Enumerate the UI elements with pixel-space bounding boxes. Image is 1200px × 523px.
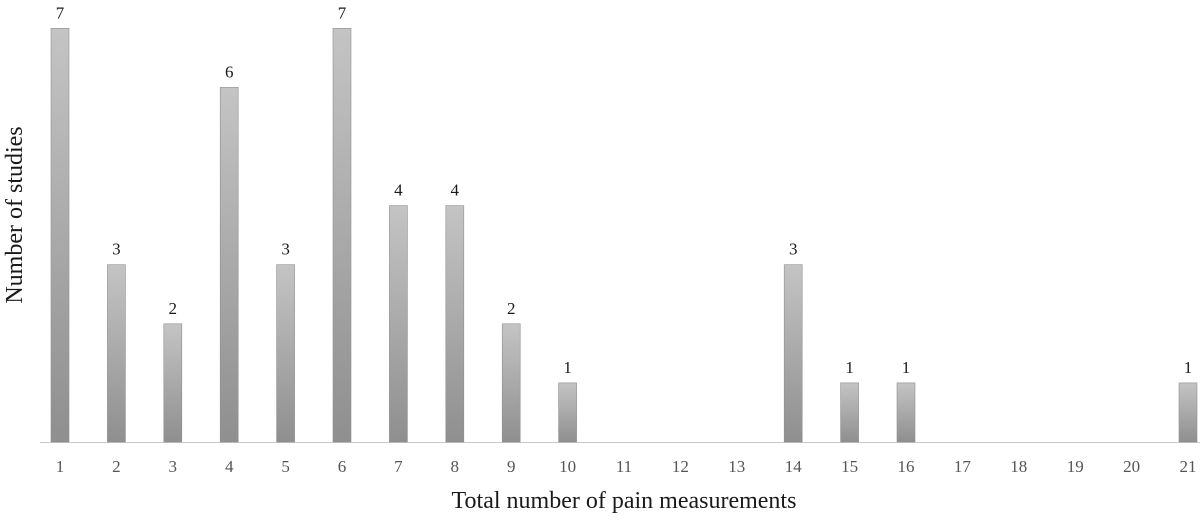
data-labels-layer: 7 3 2 6 3 7 4 4 2 1 3 1 1 1 bbox=[56, 3, 1193, 377]
x-tick-label-5: 5 bbox=[281, 457, 290, 476]
x-tick-label-17: 17 bbox=[954, 457, 972, 476]
x-tick-label-10: 10 bbox=[559, 457, 576, 476]
data-label-2: 3 bbox=[112, 240, 121, 259]
x-tick-label-8: 8 bbox=[451, 457, 460, 476]
x-tick-label-13: 13 bbox=[728, 457, 745, 476]
data-label-6: 7 bbox=[338, 3, 347, 22]
x-axis-title: Total number of pain measurements bbox=[452, 488, 797, 514]
bar-6 bbox=[332, 27, 352, 443]
data-label-14: 3 bbox=[789, 240, 798, 259]
bar-21 bbox=[1178, 382, 1198, 443]
bar-5 bbox=[276, 264, 295, 443]
bars-layer bbox=[50, 27, 1198, 443]
bar-7 bbox=[389, 205, 408, 443]
data-label-3: 2 bbox=[169, 299, 178, 318]
x-tick-label-2: 2 bbox=[112, 457, 121, 476]
data-label-8: 4 bbox=[451, 181, 460, 200]
data-label-15: 1 bbox=[845, 358, 854, 377]
bar-8 bbox=[445, 205, 465, 443]
bar-2 bbox=[107, 264, 126, 443]
bar-4 bbox=[219, 87, 239, 443]
x-tick-label-18: 18 bbox=[1010, 457, 1027, 476]
bar-10 bbox=[558, 382, 577, 443]
x-tick-label-12: 12 bbox=[672, 457, 689, 476]
data-label-4: 6 bbox=[225, 62, 234, 81]
bar-14 bbox=[783, 264, 803, 443]
x-tick-label-19: 19 bbox=[1067, 457, 1084, 476]
x-tick-label-20: 20 bbox=[1123, 457, 1140, 476]
x-tick-label-7: 7 bbox=[394, 457, 403, 476]
data-label-16: 1 bbox=[902, 358, 911, 377]
x-tick-label-9: 9 bbox=[507, 457, 516, 476]
x-tick-label-16: 16 bbox=[898, 457, 915, 476]
data-label-10: 1 bbox=[563, 358, 572, 377]
x-tick-label-14: 14 bbox=[785, 457, 803, 476]
bar-16 bbox=[896, 382, 916, 443]
x-tick-label-21: 21 bbox=[1180, 457, 1197, 476]
y-axis-title: Number of studies bbox=[2, 126, 28, 303]
x-tick-label-11: 11 bbox=[616, 457, 632, 476]
bar-15 bbox=[840, 382, 859, 443]
x-tick-labels: 1 2 3 4 5 6 7 8 9 10 11 12 13 14 15 16 17 18 19 20 21 bbox=[56, 457, 1197, 476]
x-tick-label-3: 3 bbox=[169, 457, 178, 476]
x-tick-label-4: 4 bbox=[225, 457, 234, 476]
bar-3 bbox=[163, 323, 183, 443]
data-label-1: 7 bbox=[56, 3, 65, 22]
data-label-21: 1 bbox=[1184, 358, 1193, 377]
x-tick-label-15: 15 bbox=[841, 457, 858, 476]
data-label-5: 3 bbox=[281, 240, 290, 259]
bar-9 bbox=[501, 323, 521, 443]
x-tick-label-6: 6 bbox=[338, 457, 347, 476]
data-label-7: 4 bbox=[394, 181, 403, 200]
bar-1 bbox=[50, 27, 70, 443]
data-label-9: 2 bbox=[507, 299, 516, 318]
x-tick-label-1: 1 bbox=[56, 457, 65, 476]
